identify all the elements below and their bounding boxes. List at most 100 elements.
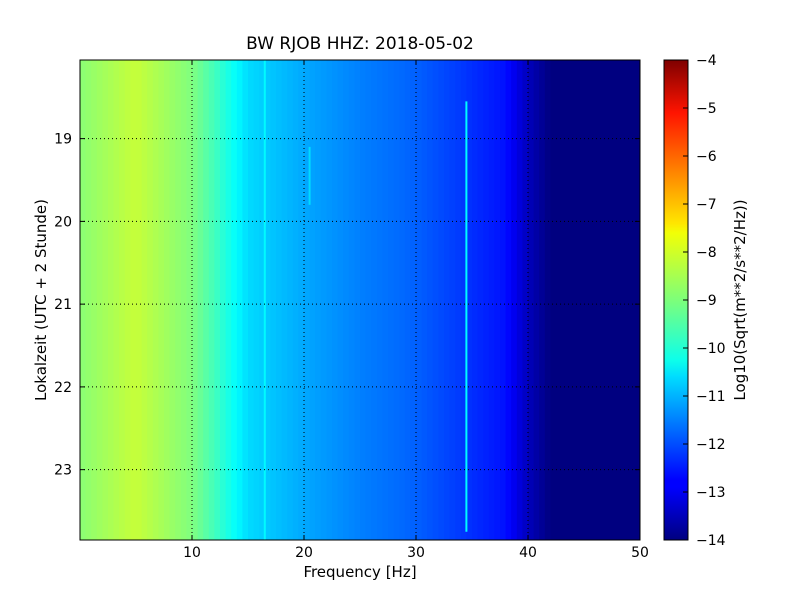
heatmap-cell bbox=[152, 60, 159, 540]
heatmap-cell bbox=[578, 60, 585, 540]
heatmap-cell bbox=[304, 60, 311, 540]
heatmap-cell bbox=[516, 60, 523, 540]
colorbar-tick-label: −10 bbox=[696, 341, 726, 357]
colorbar-tick-label: −12 bbox=[696, 437, 726, 453]
heatmap-cell bbox=[550, 60, 557, 540]
heatmap-cell bbox=[298, 60, 305, 540]
heatmap-cell bbox=[91, 60, 98, 540]
heatmap-cell bbox=[410, 60, 417, 540]
heatmap-cell bbox=[208, 60, 215, 540]
heatmap-cell bbox=[399, 60, 406, 540]
colorbar-tick-label: −9 bbox=[696, 293, 717, 309]
heatmap-cell bbox=[544, 60, 551, 540]
heatmap-cell bbox=[186, 60, 193, 540]
heatmap-cell bbox=[281, 60, 288, 540]
grid-lines bbox=[80, 60, 640, 540]
plot-frame bbox=[79, 59, 641, 541]
x-axis-ticks: 10 20 30 40 50 bbox=[183, 60, 649, 561]
heatmap-cell bbox=[231, 60, 238, 540]
heatmap-cell bbox=[85, 60, 92, 540]
heatmap-cell bbox=[113, 60, 120, 540]
heatmap-cell bbox=[203, 60, 210, 540]
heatmap-cell bbox=[376, 60, 383, 540]
heatmap-cell bbox=[242, 60, 249, 540]
heatmap-cell bbox=[488, 60, 495, 540]
heatmap-cell bbox=[472, 60, 479, 540]
colorbar-ticks: −14 −13 −12 −11 −10 −9 −8 −7 −6 −5 −4 bbox=[683, 53, 726, 549]
heatmap-cell bbox=[612, 60, 619, 540]
y-tick-label: 19 bbox=[54, 132, 72, 148]
heatmap-cell bbox=[561, 60, 568, 540]
heatmap-cell bbox=[483, 60, 490, 540]
heatmap-cell bbox=[455, 60, 462, 540]
x-tick-label: 30 bbox=[407, 545, 425, 561]
heatmap-cell bbox=[332, 60, 339, 540]
colorbar-tick-label: −11 bbox=[696, 389, 726, 405]
heatmap-cell bbox=[270, 60, 277, 540]
heatmap-cell bbox=[595, 60, 602, 540]
heatmap-cell bbox=[623, 60, 630, 540]
heatmap-cell bbox=[236, 60, 243, 540]
heatmap-cell bbox=[259, 60, 266, 540]
heatmap-cell bbox=[130, 60, 137, 540]
colorbar-tick-label: −13 bbox=[696, 485, 726, 501]
heatmap-cell bbox=[528, 60, 535, 540]
heatmap-cell bbox=[220, 60, 227, 540]
colorbar-tick-label: −7 bbox=[696, 197, 717, 213]
heatmap-cell bbox=[264, 60, 271, 540]
heatmap-cell bbox=[147, 60, 154, 540]
y-tick-label: 22 bbox=[54, 380, 72, 396]
heatmap-cell bbox=[169, 60, 176, 540]
colorbar-tick-label: −14 bbox=[696, 533, 726, 549]
heatmap-cell bbox=[108, 60, 115, 540]
heatmap-cell bbox=[164, 60, 171, 540]
heatmap-cell bbox=[287, 60, 294, 540]
heatmap-cell bbox=[556, 60, 563, 540]
heatmap-cell bbox=[248, 60, 255, 540]
heatmap-cell bbox=[292, 60, 299, 540]
colorbar-tick-label: −6 bbox=[696, 149, 717, 165]
heatmap-cell bbox=[102, 60, 109, 540]
heatmap-cell bbox=[600, 60, 607, 540]
line-features bbox=[263, 60, 468, 540]
heatmap-cell bbox=[539, 60, 546, 540]
heatmap-cell bbox=[371, 60, 378, 540]
heatmap-cell bbox=[192, 60, 199, 540]
x-tick-label: 40 bbox=[519, 545, 537, 561]
heatmap-cell bbox=[511, 60, 518, 540]
heatmap-cell bbox=[404, 60, 411, 540]
y-tick-label: 23 bbox=[54, 463, 72, 479]
heatmap-cell bbox=[432, 60, 439, 540]
heatmap-cell bbox=[180, 60, 187, 540]
heatmap-cell bbox=[326, 60, 333, 540]
heatmap-cell bbox=[634, 60, 640, 540]
heatmap-cell bbox=[466, 60, 473, 540]
heatmap-cell bbox=[197, 60, 204, 540]
heatmap-cell bbox=[494, 60, 501, 540]
heatmap-cell bbox=[444, 60, 451, 540]
y-tick-label: 20 bbox=[54, 214, 72, 230]
colorbar-tick-label: −8 bbox=[696, 245, 717, 261]
colorbar-tick-label: −5 bbox=[696, 101, 717, 117]
heatmap-cell bbox=[427, 60, 434, 540]
y-axis-label: Lokalzeit (UTC + 2 Stunde) bbox=[32, 199, 50, 401]
heatmap-cell bbox=[572, 60, 579, 540]
heatmap-cell bbox=[449, 60, 456, 540]
heatmap-cell bbox=[438, 60, 445, 540]
heatmap-cell bbox=[460, 60, 467, 540]
heatmap-cell bbox=[214, 60, 221, 540]
heatmap-cell bbox=[354, 60, 361, 540]
colorbar-tick-label: −4 bbox=[696, 53, 717, 69]
heatmap-cell bbox=[337, 60, 344, 540]
heatmap-cell bbox=[315, 60, 322, 540]
x-tick-label: 20 bbox=[295, 545, 313, 561]
x-tick-label: 10 bbox=[183, 545, 201, 561]
heatmap-cell bbox=[617, 60, 624, 540]
heatmap-cell bbox=[477, 60, 484, 540]
heatmap-cell bbox=[416, 60, 423, 540]
y-axis-ticks: 19 20 21 22 23 bbox=[54, 132, 640, 479]
chart-title: BW RJOB HHZ: 2018-05-02 bbox=[246, 34, 474, 54]
heatmap-cell bbox=[96, 60, 103, 540]
heatmap-cell bbox=[276, 60, 283, 540]
